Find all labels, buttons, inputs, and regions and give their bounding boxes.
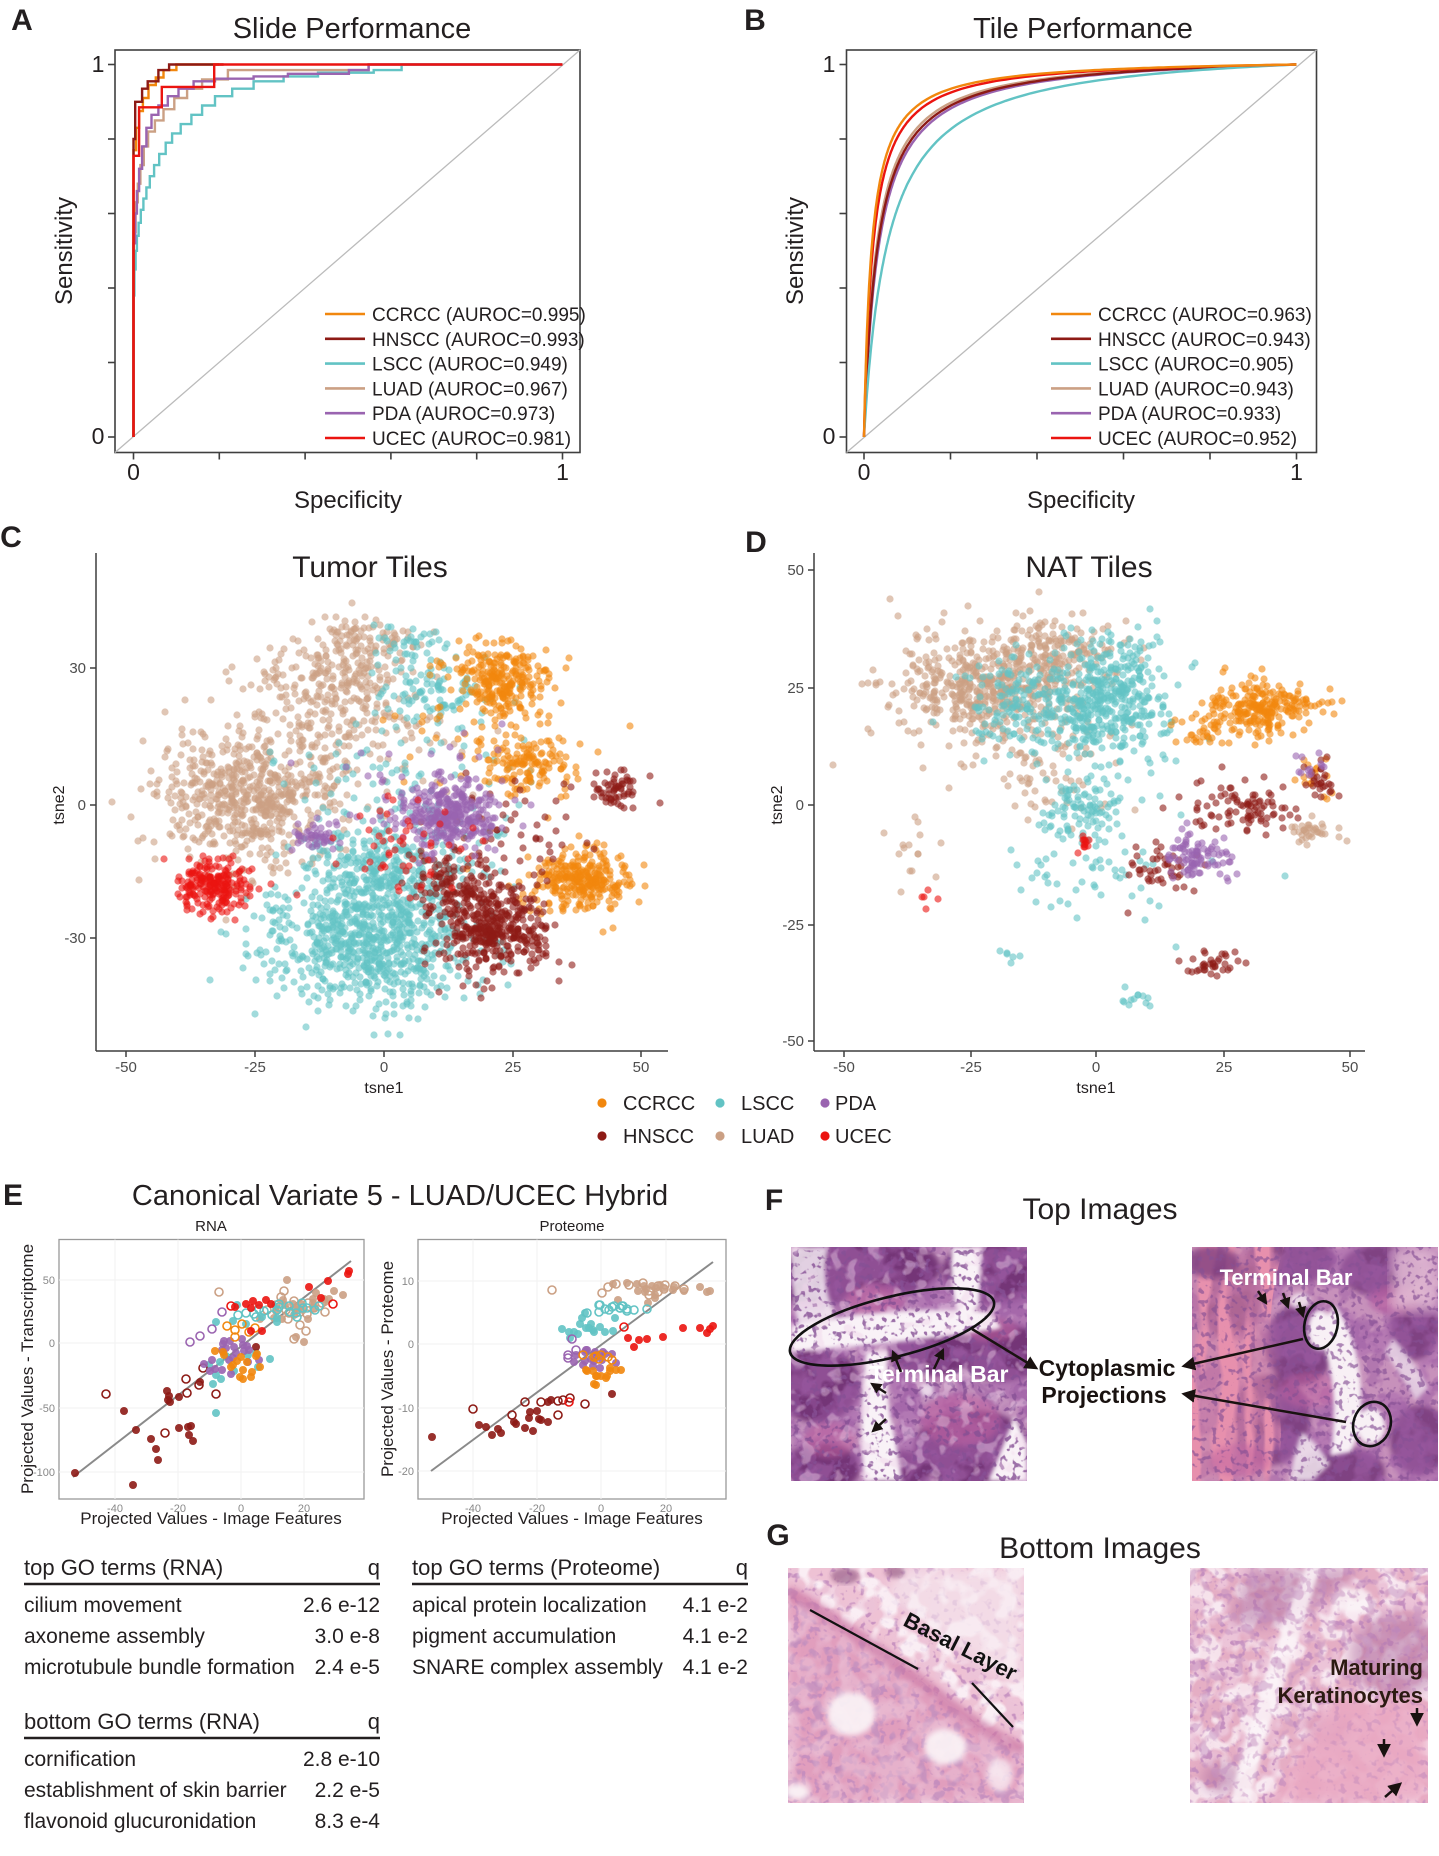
svg-text:0: 0 — [1092, 1059, 1100, 1076]
svg-text:25: 25 — [1216, 1059, 1233, 1076]
svg-text:B: B — [744, 4, 766, 37]
svg-text:LUAD (AUROC=0.943): LUAD (AUROC=0.943) — [1098, 379, 1294, 400]
svg-text:tsne2: tsne2 — [769, 785, 786, 824]
svg-text:30: 30 — [69, 660, 86, 677]
svg-text:1: 1 — [823, 51, 836, 77]
svg-text:-25: -25 — [782, 917, 804, 934]
svg-text:PDA (AUROC=0.933): PDA (AUROC=0.933) — [1098, 404, 1281, 425]
svg-text:-50: -50 — [833, 1059, 855, 1076]
svg-text:-50: -50 — [782, 1033, 804, 1050]
svg-text:-50: -50 — [115, 1059, 137, 1076]
svg-text:Sensitivity: Sensitivity — [782, 197, 809, 305]
svg-text:-25: -25 — [244, 1059, 266, 1076]
svg-text:Slide Performance: Slide Performance — [233, 13, 472, 45]
svg-text:0: 0 — [796, 797, 804, 814]
svg-text:0: 0 — [127, 459, 140, 485]
svg-text:NAT Tiles: NAT Tiles — [1025, 551, 1152, 584]
svg-text:Tile Performance: Tile Performance — [973, 13, 1193, 45]
svg-text:LSCC (AUROC=0.905): LSCC (AUROC=0.905) — [1098, 355, 1294, 376]
svg-text:0: 0 — [858, 459, 871, 485]
svg-text:0: 0 — [823, 423, 836, 449]
svg-text:HNSCC (AUROC=0.993): HNSCC (AUROC=0.993) — [372, 330, 585, 351]
svg-text:-25: -25 — [960, 1059, 982, 1076]
svg-text:CCRCC (AUROC=0.963): CCRCC (AUROC=0.963) — [1098, 305, 1312, 326]
svg-text:Sensitivity: Sensitivity — [51, 197, 78, 305]
svg-text:50: 50 — [633, 1059, 650, 1076]
svg-text:HNSCC (AUROC=0.943): HNSCC (AUROC=0.943) — [1098, 330, 1311, 351]
svg-text:25: 25 — [505, 1059, 522, 1076]
svg-text:1: 1 — [1290, 459, 1303, 485]
svg-text:LSCC (AUROC=0.949): LSCC (AUROC=0.949) — [372, 355, 568, 376]
svg-text:CCRCC (AUROC=0.995): CCRCC (AUROC=0.995) — [372, 305, 586, 326]
svg-text:tsne1: tsne1 — [1076, 1080, 1115, 1097]
svg-text:A: A — [11, 4, 33, 37]
svg-text:50: 50 — [787, 562, 804, 579]
svg-text:25: 25 — [787, 680, 804, 697]
svg-text:1: 1 — [92, 51, 105, 77]
svg-text:tsne2: tsne2 — [51, 785, 68, 824]
svg-text:Tumor Tiles: Tumor Tiles — [292, 551, 448, 584]
svg-text:LUAD (AUROC=0.967): LUAD (AUROC=0.967) — [372, 379, 568, 400]
svg-text:-30: -30 — [64, 930, 86, 947]
svg-text:D: D — [745, 526, 767, 559]
svg-text:UCEC (AUROC=0.952): UCEC (AUROC=0.952) — [1098, 429, 1297, 450]
svg-text:50: 50 — [1342, 1059, 1359, 1076]
svg-text:Specificity: Specificity — [294, 487, 402, 514]
svg-text:1: 1 — [556, 459, 569, 485]
svg-text:0: 0 — [78, 797, 86, 814]
svg-text:Specificity: Specificity — [1027, 487, 1135, 514]
svg-text:0: 0 — [92, 423, 105, 449]
svg-text:PDA (AUROC=0.973): PDA (AUROC=0.973) — [372, 404, 555, 425]
svg-text:0: 0 — [380, 1059, 388, 1076]
svg-text:UCEC (AUROC=0.981): UCEC (AUROC=0.981) — [372, 429, 571, 450]
svg-text:C: C — [0, 521, 22, 554]
svg-text:tsne1: tsne1 — [364, 1080, 403, 1097]
